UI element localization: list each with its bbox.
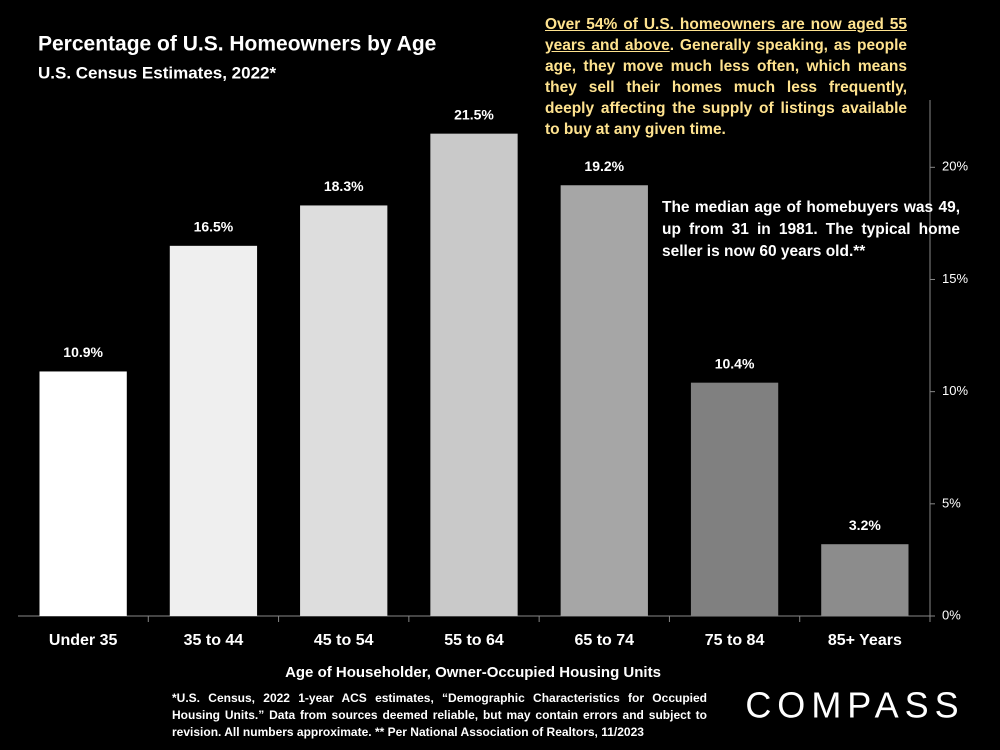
data-label: 19.2%	[584, 158, 624, 174]
data-label: 3.2%	[849, 517, 881, 533]
data-label: 21.5%	[454, 106, 494, 122]
footnote: *U.S. Census, 2022 1-year ACS estimates,…	[172, 691, 707, 739]
data-label: 16.5%	[194, 219, 234, 235]
x-tick-label: 75 to 84	[705, 632, 765, 649]
data-label: 10.4%	[715, 355, 755, 371]
data-label: 10.9%	[63, 344, 103, 360]
chart-subtitle: U.S. Census Estimates, 2022*	[38, 63, 277, 82]
annotation-2: The median age of homebuyers was 49, up …	[662, 199, 960, 260]
x-tick-label: 35 to 44	[184, 632, 244, 649]
chart-title: Percentage of U.S. Homeowners by Age	[38, 33, 436, 56]
bar	[169, 245, 258, 616]
y-tick-label: 20%	[942, 159, 968, 174]
annotation-highlight: Over 54% of U.S. homeowners are now aged…	[545, 16, 907, 54]
y-tick-label: 5%	[942, 495, 961, 510]
x-tick-label: 55 to 64	[444, 632, 504, 649]
bar	[39, 371, 127, 616]
x-tick-label: 65 to 74	[574, 632, 634, 649]
annotation-text: . Generally speaking, as people age, the…	[545, 37, 908, 138]
bar	[430, 133, 518, 617]
bar	[300, 205, 388, 616]
x-tick-label: Under 35	[49, 632, 118, 649]
x-tick-label: 45 to 54	[314, 632, 374, 649]
annotation-1: Over 54% of U.S. homeowners are now aged…	[545, 14, 907, 140]
bar	[690, 382, 779, 616]
logo: COMPASS	[745, 685, 964, 726]
data-label: 18.3%	[324, 178, 364, 194]
y-tick-label: 15%	[942, 271, 968, 286]
y-tick-label: 10%	[942, 383, 968, 398]
y-tick-label: 0%	[942, 607, 961, 622]
bar	[821, 544, 909, 616]
bar	[560, 185, 648, 616]
x-axis-label: Age of Householder, Owner-Occupied Housi…	[285, 664, 661, 681]
x-tick-label: 85+ Years	[828, 632, 902, 649]
